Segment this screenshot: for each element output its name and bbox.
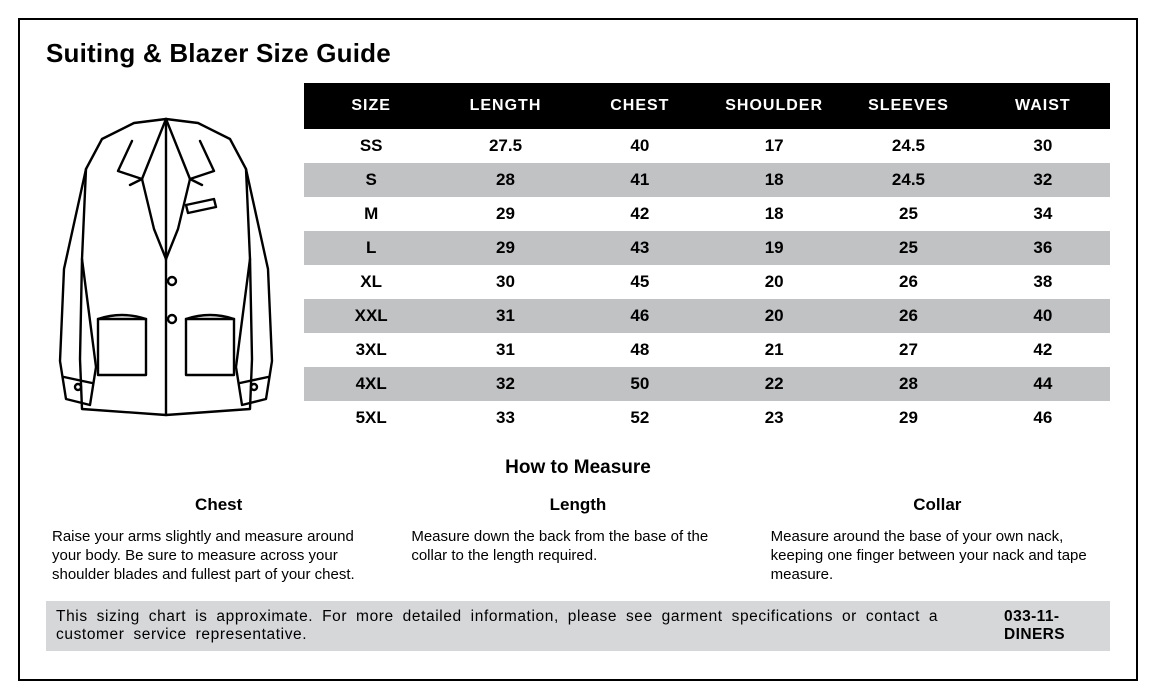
- table-row: 5XL3352232946: [304, 401, 1110, 435]
- table-cell: 20: [707, 299, 841, 333]
- top-section: SIZE LENGTH CHEST SHOULDER SLEEVES WAIST…: [46, 83, 1110, 435]
- table-row: 4XL3250222844: [304, 367, 1110, 401]
- page-title: Suiting & Blazer Size Guide: [46, 38, 1110, 69]
- howto-chest-body: Raise your arms slightly and measure aro…: [52, 527, 385, 585]
- table-cell: 30: [976, 129, 1110, 163]
- col-shoulder: SHOULDER: [707, 83, 841, 129]
- howto-collar: Collar Measure around the base of your o…: [771, 495, 1104, 585]
- col-sleeves: SLEEVES: [841, 83, 975, 129]
- table-cell: 29: [438, 197, 572, 231]
- table-cell: L: [304, 231, 438, 265]
- table-cell: 26: [841, 299, 975, 333]
- table-row: XL3045202638: [304, 265, 1110, 299]
- table-cell: 38: [976, 265, 1110, 299]
- size-table-body: SS27.5401724.530S28411824.532M2942182534…: [304, 129, 1110, 435]
- table-cell: XXL: [304, 299, 438, 333]
- table-cell: 36: [976, 231, 1110, 265]
- howto-title: How to Measure: [46, 457, 1110, 479]
- table-row: SS27.5401724.530: [304, 129, 1110, 163]
- table-row: XXL3146202640: [304, 299, 1110, 333]
- table-cell: 29: [438, 231, 572, 265]
- table-cell: 28: [438, 163, 572, 197]
- table-cell: 24.5: [841, 129, 975, 163]
- table-cell: XL: [304, 265, 438, 299]
- table-cell: 26: [841, 265, 975, 299]
- table-cell: 21: [707, 333, 841, 367]
- table-cell: SS: [304, 129, 438, 163]
- footer-bar: This sizing chart is approximate. For mo…: [46, 601, 1110, 651]
- table-row: L2943192536: [304, 231, 1110, 265]
- table-cell: 18: [707, 163, 841, 197]
- table-cell: 31: [438, 333, 572, 367]
- size-table: SIZE LENGTH CHEST SHOULDER SLEEVES WAIST…: [304, 83, 1110, 435]
- table-cell: 4XL: [304, 367, 438, 401]
- howto-length-body: Measure down the back from the base of t…: [411, 527, 744, 565]
- howto-collar-body: Measure around the base of your own nack…: [771, 527, 1104, 585]
- howto-length-heading: Length: [411, 495, 744, 515]
- table-cell: 31: [438, 299, 572, 333]
- table-cell: 3XL: [304, 333, 438, 367]
- table-cell: 19: [707, 231, 841, 265]
- table-row: S28411824.532: [304, 163, 1110, 197]
- footer-phone: 033-11-DINERS: [1004, 608, 1100, 644]
- table-cell: 45: [573, 265, 707, 299]
- table-cell: 32: [438, 367, 572, 401]
- table-cell: 41: [573, 163, 707, 197]
- table-cell: 33: [438, 401, 572, 435]
- table-cell: 43: [573, 231, 707, 265]
- table-cell: M: [304, 197, 438, 231]
- table-cell: S: [304, 163, 438, 197]
- table-cell: 46: [976, 401, 1110, 435]
- howto-length: Length Measure down the back from the ba…: [411, 495, 744, 585]
- col-size: SIZE: [304, 83, 438, 129]
- howto-chest: Chest Raise your arms slightly and measu…: [52, 495, 385, 585]
- table-cell: 24.5: [841, 163, 975, 197]
- col-waist: WAIST: [976, 83, 1110, 129]
- table-cell: 18: [707, 197, 841, 231]
- table-cell: 34: [976, 197, 1110, 231]
- blazer-illustration: [46, 83, 286, 435]
- table-cell: 20: [707, 265, 841, 299]
- table-cell: 22: [707, 367, 841, 401]
- table-cell: 28: [841, 367, 975, 401]
- table-cell: 5XL: [304, 401, 438, 435]
- blazer-icon: [46, 109, 286, 429]
- size-guide-card: Suiting & Blazer Size Guide: [18, 18, 1138, 681]
- table-cell: 27.5: [438, 129, 572, 163]
- table-cell: 17: [707, 129, 841, 163]
- table-cell: 46: [573, 299, 707, 333]
- table-cell: 40: [573, 129, 707, 163]
- table-cell: 23: [707, 401, 841, 435]
- table-cell: 25: [841, 231, 975, 265]
- table-cell: 44: [976, 367, 1110, 401]
- col-chest: CHEST: [573, 83, 707, 129]
- table-cell: 30: [438, 265, 572, 299]
- table-cell: 50: [573, 367, 707, 401]
- howto-chest-heading: Chest: [52, 495, 385, 515]
- how-to-measure: How to Measure Chest Raise your arms sli…: [46, 457, 1110, 585]
- table-row: 3XL3148212742: [304, 333, 1110, 367]
- size-table-container: SIZE LENGTH CHEST SHOULDER SLEEVES WAIST…: [304, 83, 1110, 435]
- table-cell: 27: [841, 333, 975, 367]
- howto-columns: Chest Raise your arms slightly and measu…: [46, 495, 1110, 585]
- table-cell: 52: [573, 401, 707, 435]
- table-cell: 29: [841, 401, 975, 435]
- table-row: M2942182534: [304, 197, 1110, 231]
- table-cell: 32: [976, 163, 1110, 197]
- howto-collar-heading: Collar: [771, 495, 1104, 515]
- col-length: LENGTH: [438, 83, 572, 129]
- table-cell: 48: [573, 333, 707, 367]
- table-cell: 40: [976, 299, 1110, 333]
- table-cell: 42: [573, 197, 707, 231]
- footer-text: This sizing chart is approximate. For mo…: [56, 608, 998, 644]
- table-cell: 25: [841, 197, 975, 231]
- size-table-header: SIZE LENGTH CHEST SHOULDER SLEEVES WAIST: [304, 83, 1110, 129]
- table-cell: 42: [976, 333, 1110, 367]
